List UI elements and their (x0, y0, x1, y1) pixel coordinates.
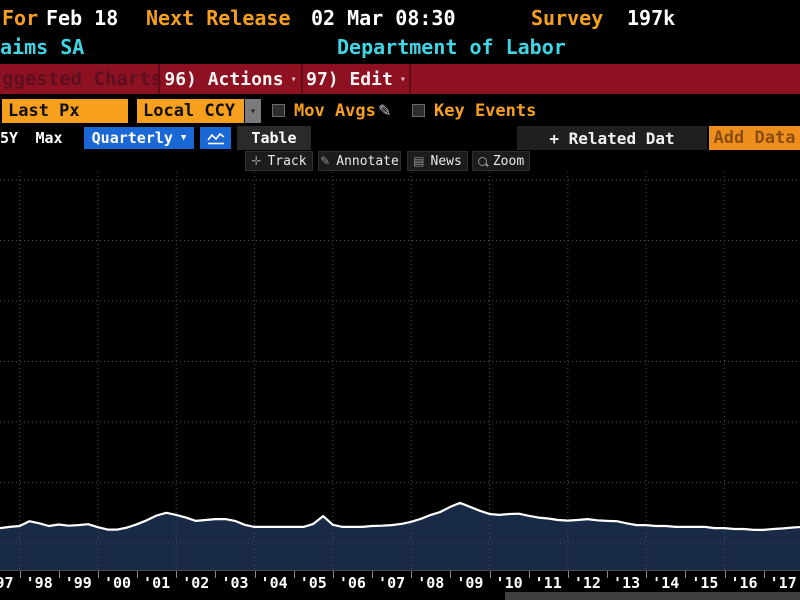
actions-menu-label: 96) Actions (164, 68, 284, 90)
related-data-button[interactable]: + Related Dat (517, 126, 707, 150)
key-events-label[interactable]: Key Events (434, 101, 537, 121)
chart-toolbar: ✛ Track ✎ Annotate ▤ News Zoom (0, 150, 800, 172)
x-axis-tick (176, 571, 178, 578)
price-field-select[interactable]: Last Px (2, 99, 128, 123)
x-axis-label: '99 (64, 574, 92, 592)
magnifier-zoom-icon (477, 156, 489, 167)
x-axis-label: '09 (456, 574, 484, 592)
currency-dropdown-button[interactable]: ▾ (245, 99, 261, 123)
next-release-label: Next Release (146, 6, 291, 30)
x-axis-label: '97 (0, 574, 14, 592)
range-tab-max[interactable]: Max (35, 129, 63, 147)
range-tab-5y[interactable]: 5Y (0, 129, 19, 147)
currency-select[interactable]: Local CCY (137, 99, 244, 123)
x-axis-label: '17 (769, 574, 797, 592)
x-axis-tick (489, 571, 491, 578)
x-axis-tick (685, 571, 687, 578)
survey-label: Survey (531, 6, 604, 30)
suggested-charts-label[interactable]: ggested Charts (2, 68, 163, 90)
menu-bar: ggested Charts 96) Actions ▾ 97) Edit ▾ (0, 64, 800, 94)
actions-menu-button[interactable]: 96) Actions ▾ (158, 64, 303, 94)
edit-mov-avgs-pencil-icon[interactable]: ✎ (378, 101, 392, 120)
x-axis-tick (724, 571, 726, 578)
x-axis-label: '01 (143, 574, 171, 592)
chevron-down-icon: ▾ (249, 105, 257, 117)
annotate-label: Annotate (336, 153, 399, 169)
x-axis-label: '14 (652, 574, 680, 592)
mov-avgs-label[interactable]: Mov Avgs (294, 101, 376, 121)
chart-controls-row: Last Px Local CCY ▾ Mov Avgs ✎ Key Event… (0, 94, 800, 126)
x-axis-tick (97, 571, 99, 578)
x-axis-tick (332, 571, 334, 578)
x-axis-tick (58, 571, 60, 578)
annotate-button[interactable]: ✎ Annotate (318, 151, 401, 171)
header-line-2: aims SA Department of Labor (0, 32, 800, 62)
x-axis-tick (411, 571, 413, 578)
survey-value: 197k (627, 6, 676, 30)
line-chart-icon (206, 131, 226, 146)
x-axis-tick (450, 571, 452, 578)
x-axis-tick (19, 571, 21, 578)
tab-table[interactable]: Table (237, 126, 311, 150)
frequency-selected-value: Quarterly (91, 129, 173, 147)
x-axis-tick (646, 571, 648, 578)
period-bar: 5Y Max Quarterly ▼ Table + Related Dat A… (0, 126, 800, 150)
track-button[interactable]: ✛ Track (245, 151, 313, 171)
x-axis-tick (215, 571, 217, 578)
x-axis-tick (567, 571, 569, 578)
news-label: News (430, 153, 462, 169)
price-chart-plot-area[interactable] (0, 172, 800, 570)
track-label: Track (267, 153, 307, 169)
header-line-1: For Feb 18 Next Release 02 Mar 08:30 Sur… (0, 0, 800, 32)
x-axis-label: '98 (25, 574, 53, 592)
x-axis-label: '03 (221, 574, 249, 592)
next-release-value: 02 Mar 08:30 (311, 6, 456, 30)
annotate-pencil-icon: ✎ (320, 154, 331, 168)
mov-avgs-checkbox[interactable] (272, 104, 285, 117)
x-axis-label: '12 (573, 574, 601, 592)
zoom-label: Zoom (492, 153, 525, 169)
chevron-down-icon: ▼ (180, 133, 187, 143)
data-source: Department of Labor (337, 35, 566, 59)
x-axis-tick (254, 571, 256, 578)
x-axis-label: '00 (103, 574, 132, 592)
news-icon: ▤ (413, 154, 425, 168)
edit-menu-label: 97) Edit (306, 68, 393, 90)
security-name: aims SA (0, 35, 85, 59)
x-axis-tick (137, 571, 139, 578)
key-events-checkbox[interactable] (412, 104, 425, 117)
x-axis-tick (528, 571, 530, 578)
x-axis-label: '13 (613, 574, 641, 592)
bottom-scroll-track[interactable] (505, 592, 800, 600)
claims-area-chart (0, 172, 800, 570)
x-axis-label: '16 (730, 574, 758, 592)
x-axis-label: '15 (691, 574, 719, 592)
x-axis-label: '07 (378, 574, 406, 592)
x-axis-year-labels: '97 '98 '99 '00 '01 '02 '03 '04 '05 '06 '07 '08 '09 '… (0, 570, 800, 592)
track-crosshair-icon: ✛ (251, 154, 262, 168)
bottom-strip (0, 592, 800, 600)
x-axis-tick (293, 571, 295, 578)
x-axis-label: '04 (260, 574, 288, 592)
release-for-date: Feb 18 (46, 6, 119, 30)
x-axis-label: '05 (299, 574, 327, 592)
zoom-button[interactable]: Zoom (472, 151, 530, 171)
release-for-label: For (2, 6, 39, 30)
chevron-down-icon: ▾ (290, 73, 297, 85)
x-axis-tick (607, 571, 608, 578)
add-data-button[interactable]: Add Data (709, 126, 800, 150)
chart-type-button[interactable] (200, 127, 231, 149)
x-axis-label: '08 (417, 574, 445, 592)
chevron-down-icon: ▾ (399, 73, 406, 85)
edit-menu-button[interactable]: 97) Edit ▾ (301, 64, 411, 94)
x-axis-label: '06 (338, 574, 366, 592)
frequency-dropdown[interactable]: Quarterly ▼ (84, 127, 194, 149)
x-axis-label: '02 (182, 574, 210, 592)
x-axis-label: '10 (495, 574, 523, 592)
x-axis-tick (372, 571, 373, 578)
x-axis-label: '11 (534, 574, 562, 592)
x-axis-tick (763, 571, 765, 578)
news-button[interactable]: ▤ News (407, 151, 468, 171)
